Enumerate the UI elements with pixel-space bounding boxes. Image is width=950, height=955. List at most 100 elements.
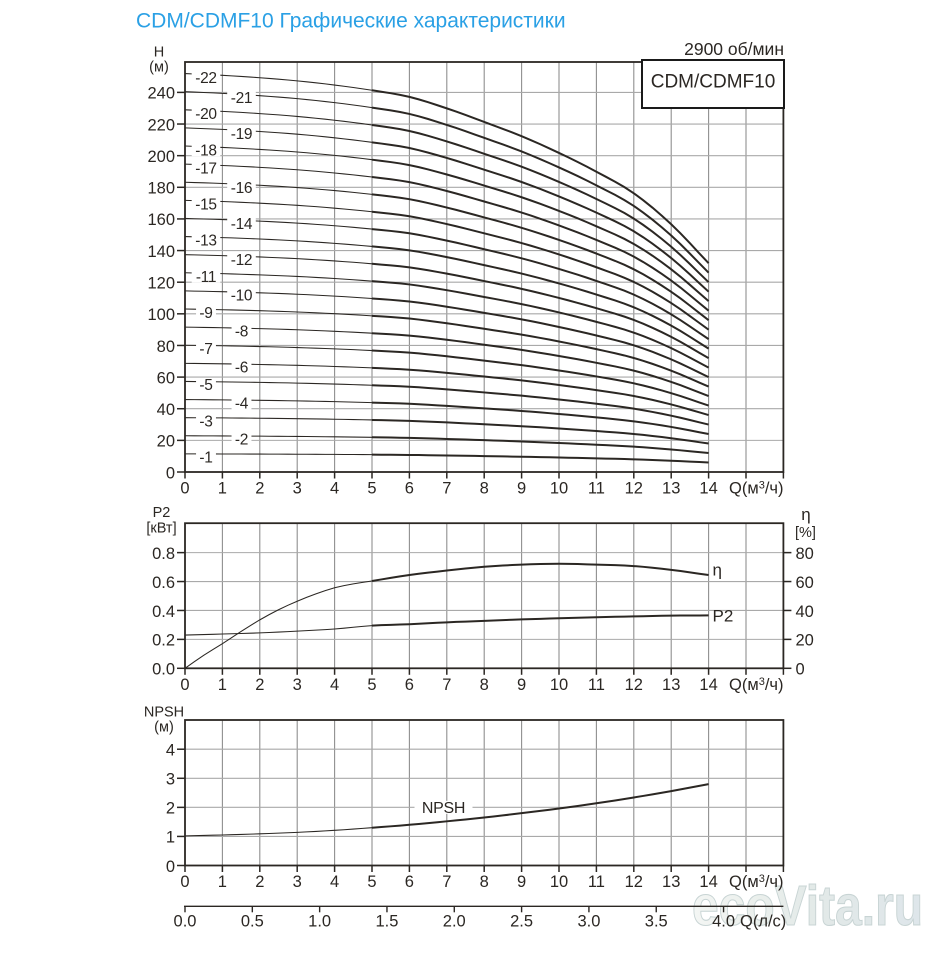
svg-text:6: 6 <box>405 873 414 891</box>
svg-text:-7: -7 <box>199 341 212 358</box>
svg-text:1: 1 <box>166 829 175 847</box>
svg-text:11: 11 <box>588 873 605 891</box>
svg-text:9: 9 <box>517 676 526 694</box>
svg-text:7: 7 <box>442 480 451 498</box>
svg-text:3: 3 <box>293 676 302 694</box>
svg-text:80: 80 <box>796 545 814 563</box>
svg-text:Q(м3/ч): Q(м3/ч) <box>729 480 784 498</box>
svg-text:2.0: 2.0 <box>443 912 466 930</box>
svg-text:13: 13 <box>662 676 680 694</box>
svg-text:CDM/CDMF10 Графические характе: CDM/CDMF10 Графические характеристики <box>136 10 566 33</box>
svg-text:6: 6 <box>405 480 414 498</box>
svg-text:0.6: 0.6 <box>152 574 175 592</box>
svg-text:2: 2 <box>255 480 264 498</box>
svg-text:Q(м3/ч): Q(м3/ч) <box>729 873 784 891</box>
svg-text:NPSH: NPSH <box>144 705 184 721</box>
svg-text:CDM/CDMF10: CDM/CDMF10 <box>651 72 776 93</box>
svg-text:5: 5 <box>367 873 376 891</box>
svg-text:2: 2 <box>255 676 264 694</box>
svg-text:180: 180 <box>147 180 175 198</box>
svg-text:220: 220 <box>147 116 175 134</box>
svg-text:-6: -6 <box>235 360 248 377</box>
svg-text:8: 8 <box>480 480 489 498</box>
svg-text:-22: -22 <box>195 70 217 87</box>
svg-text:140: 140 <box>147 243 175 261</box>
svg-text:11: 11 <box>588 676 605 694</box>
svg-text:9: 9 <box>517 480 526 498</box>
svg-text:200: 200 <box>147 148 175 166</box>
svg-text:-11: -11 <box>196 269 216 286</box>
svg-text:10: 10 <box>550 480 568 498</box>
svg-text:60: 60 <box>157 369 175 387</box>
svg-text:3.5: 3.5 <box>645 912 668 930</box>
svg-text:-10: -10 <box>231 288 253 305</box>
svg-text:10: 10 <box>550 676 568 694</box>
svg-text:120: 120 <box>147 275 175 293</box>
svg-text:7: 7 <box>442 676 451 694</box>
svg-text:12: 12 <box>625 480 643 498</box>
svg-text:[кВт]: [кВт] <box>146 521 176 537</box>
svg-text:14: 14 <box>699 480 717 498</box>
svg-text:9: 9 <box>517 873 526 891</box>
svg-text:7: 7 <box>442 873 451 891</box>
svg-text:60: 60 <box>796 574 814 592</box>
svg-text:0.0: 0.0 <box>152 661 175 679</box>
svg-text:1: 1 <box>218 676 227 694</box>
svg-text:η: η <box>801 505 810 524</box>
svg-text:12: 12 <box>625 873 643 891</box>
svg-text:2: 2 <box>166 800 175 818</box>
svg-text:0: 0 <box>180 873 189 891</box>
svg-text:-1: -1 <box>199 449 212 466</box>
svg-text:100: 100 <box>147 306 175 324</box>
svg-text:5: 5 <box>367 480 376 498</box>
svg-text:1.5: 1.5 <box>375 912 398 930</box>
svg-text:2: 2 <box>255 873 264 891</box>
svg-text:20: 20 <box>157 433 175 451</box>
svg-text:-16: -16 <box>231 180 253 197</box>
svg-text:0.4: 0.4 <box>152 603 175 621</box>
svg-text:P2: P2 <box>713 607 734 626</box>
svg-text:0.0: 0.0 <box>174 912 197 930</box>
svg-text:8: 8 <box>480 873 489 891</box>
svg-text:0: 0 <box>180 480 189 498</box>
svg-text:0: 0 <box>180 676 189 694</box>
svg-text:1: 1 <box>218 480 227 498</box>
svg-text:14: 14 <box>699 676 717 694</box>
svg-text:-17: -17 <box>195 160 217 177</box>
svg-text:0: 0 <box>166 858 175 876</box>
svg-text:13: 13 <box>662 480 680 498</box>
svg-text:12: 12 <box>625 676 643 694</box>
svg-text:1: 1 <box>218 873 227 891</box>
svg-text:3: 3 <box>293 873 302 891</box>
svg-text:-4: -4 <box>235 396 249 413</box>
svg-text:0.8: 0.8 <box>152 545 175 563</box>
svg-text:P2: P2 <box>153 505 171 521</box>
svg-text:-15: -15 <box>195 196 217 213</box>
svg-text:η: η <box>713 561 722 580</box>
svg-text:(м): (м) <box>149 60 169 76</box>
svg-text:-20: -20 <box>195 106 217 123</box>
svg-text:-19: -19 <box>231 126 253 143</box>
svg-text:4: 4 <box>166 742 175 760</box>
svg-text:11: 11 <box>588 480 605 498</box>
svg-text:NPSH: NPSH <box>422 800 465 817</box>
svg-text:4: 4 <box>330 676 339 694</box>
svg-text:2.5: 2.5 <box>510 912 533 930</box>
svg-text:1.0: 1.0 <box>308 912 331 930</box>
svg-text:0: 0 <box>796 661 805 679</box>
svg-text:-3: -3 <box>199 413 212 430</box>
svg-text:4: 4 <box>330 480 339 498</box>
svg-text:-18: -18 <box>195 142 217 159</box>
svg-text:8: 8 <box>480 676 489 694</box>
svg-text:-2: -2 <box>235 432 248 449</box>
svg-text:10: 10 <box>550 873 568 891</box>
svg-text:Q(м3/ч): Q(м3/ч) <box>729 676 784 694</box>
svg-text:40: 40 <box>796 603 814 621</box>
svg-text:13: 13 <box>662 873 680 891</box>
svg-text:4.0: 4.0 <box>712 912 735 930</box>
svg-text:H: H <box>154 45 164 61</box>
svg-text:20: 20 <box>796 632 814 650</box>
svg-text:0.5: 0.5 <box>241 912 264 930</box>
svg-text:3: 3 <box>166 771 175 789</box>
svg-text:[%]: [%] <box>795 525 816 541</box>
